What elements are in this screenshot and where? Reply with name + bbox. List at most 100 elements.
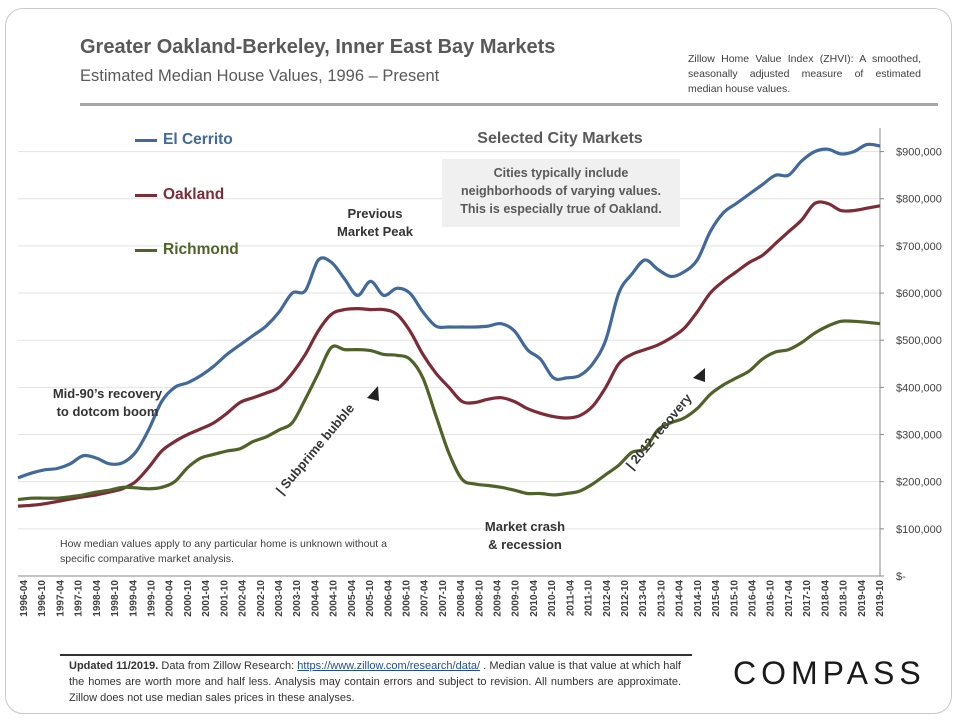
x-axis: 1996-04 1996-10 1997-04 1997-10 1998-04 1998-… (18, 575, 886, 617)
annotation-line: Previous (347, 206, 403, 221)
y-tick-label: $- (896, 571, 906, 583)
x-tick-label: 2007-10 (438, 580, 449, 617)
x-tick-label: 2004-10 (329, 580, 340, 617)
x-tick-label: 2010-04 (529, 580, 540, 617)
annotation-line: Market Peak (337, 224, 413, 239)
x-tick-label: 1997-10 (74, 580, 85, 617)
x-tick-label: 2018-10 (839, 580, 850, 617)
y-tick-label: $200,000 (896, 477, 942, 489)
x-tick-label: 2009-10 (511, 580, 522, 617)
x-tick-label: 2001-10 (219, 580, 230, 617)
x-tick-label: 2002-04 (238, 580, 249, 617)
y-tick-label: $700,000 (896, 241, 942, 253)
annotation-line: & recession (488, 537, 562, 552)
page-title: Greater Oakland-Berkeley, Inner East Bay… (80, 36, 556, 58)
annotation-line: Mid-90’s recovery (52, 386, 163, 401)
x-tick-label: 2011-10 (584, 580, 595, 617)
x-tick-label: 2011-04 (565, 580, 576, 617)
legend-label: El Cerrito (163, 131, 233, 148)
x-tick-label: 2015-04 (711, 580, 722, 617)
x-tick-label: 1999-10 (146, 580, 157, 617)
cities-note-box: Cities typically include neighborhoods o… (442, 159, 680, 227)
y-tick-label: $800,000 (896, 194, 942, 206)
legend-item-el-cerrito: El Cerrito (135, 131, 233, 149)
x-tick-label: 2004-04 (310, 580, 321, 617)
annotation-line: to dotcom boom (56, 404, 159, 419)
slide-frame (5, 8, 952, 714)
y-tick-label: $600,000 (896, 288, 942, 300)
x-tick-label: 2016-04 (748, 580, 759, 617)
crash-annotation: Market crash & recession (470, 518, 580, 554)
x-tick-label: 2010-10 (547, 580, 558, 617)
updated-label: Updated 11/2019. (69, 660, 159, 672)
y-tick-label: $900,000 (896, 147, 942, 159)
subprime-arrow-icon (367, 386, 379, 401)
x-tick-label: 2013-10 (656, 580, 667, 617)
data-from-text: Data from Zillow Research: (158, 660, 298, 672)
x-tick-label: 1998-04 (92, 580, 103, 617)
x-tick-label: 2000-04 (165, 580, 176, 617)
series-line-richmond (17, 319, 881, 502)
x-tick-label: 2017-10 (802, 580, 813, 617)
x-tick-label: 2016-10 (766, 580, 777, 617)
x-tick-label: 2015-10 (729, 580, 740, 617)
x-tick-label: 2012-04 (602, 580, 613, 617)
x-tick-label: 2006-10 (401, 580, 412, 617)
x-tick-label: 2008-04 (456, 580, 467, 617)
header-divider (80, 103, 938, 106)
footnote-text: . Median value is that value at which ha… (69, 660, 681, 704)
selected-markets-heading: Selected City Markets (477, 130, 643, 147)
x-tick-label: 1997-04 (55, 580, 66, 617)
x-tick-label: 2005-04 (347, 580, 358, 617)
mid90s-annotation: Mid-90’s recovery to dotcom boom (35, 385, 180, 421)
source-footnote: Updated 11/2019. Data from Zillow Resear… (69, 658, 681, 706)
x-tick-label: 2007-04 (420, 580, 431, 617)
y-tick-label: $300,000 (896, 430, 942, 442)
compass-logo: COMPASS (733, 655, 926, 691)
x-tick-label: 1999-04 (128, 580, 139, 617)
x-tick-label: 2003-10 (292, 580, 303, 617)
x-tick-label: 2018-04 (820, 580, 831, 617)
legend-item-oakland: Oakland (135, 186, 224, 204)
zhvi-definition-note: Zillow Home Value Index (ZHVI): A smooth… (688, 53, 921, 95)
x-tick-label: 2002-10 (256, 580, 267, 617)
x-tick-label: 2003-04 (274, 580, 285, 617)
y-tick-label: $100,000 (896, 524, 942, 536)
x-tick-label: 2006-04 (383, 580, 394, 617)
x-tick-label: 2005-10 (365, 580, 376, 617)
page-subtitle: Estimated Median House Values, 1996 – Pr… (80, 67, 440, 85)
cities-note-line: Cities typically include (493, 166, 629, 180)
legend-label: Oakland (163, 186, 225, 203)
legend-item-richmond: Richmond (135, 241, 239, 259)
y-axis: $- $100,000 $200,000 $300,000 $400,000 $500,0… (879, 128, 942, 583)
home-value-disclaimer: How median values apply to any particula… (60, 538, 387, 565)
x-tick-label: 1998-10 (110, 580, 121, 617)
recovery-arrow-icon (693, 368, 705, 382)
x-tick-label: 2012-10 (620, 580, 631, 617)
x-tick-label: 1996-10 (37, 580, 48, 617)
previous-peak-annotation: Previous Market Peak (325, 205, 425, 241)
x-tick-label: 2009-04 (493, 580, 504, 617)
series-line-oakland (17, 200, 881, 508)
cities-note-line: This is especially true of Oakland. (460, 202, 662, 216)
x-tick-label: 2019-04 (857, 580, 868, 617)
legend-swatch (135, 193, 157, 197)
x-tick-label: 2000-10 (183, 580, 194, 617)
x-tick-label: 2019-10 (875, 580, 886, 617)
x-tick-label: 2013-04 (638, 580, 649, 617)
zillow-research-link[interactable]: https://www.zillow.com/research/data/ (297, 660, 481, 672)
x-tick-label: 2014-10 (693, 580, 704, 617)
legend-swatch (135, 138, 157, 142)
cities-note-line: neighborhoods of varying values. (460, 184, 662, 198)
x-tick-label: 1996-04 (19, 580, 30, 617)
legend-label: Richmond (163, 241, 239, 258)
series-lines (17, 142, 881, 508)
x-tick-label: 2001-04 (201, 580, 212, 617)
legend-swatch (135, 248, 157, 252)
x-tick-label: 2008-10 (474, 580, 485, 617)
footer-divider (60, 654, 692, 656)
x-tick-label: 2017-04 (784, 580, 795, 617)
y-tick-label: $500,000 (896, 335, 942, 347)
x-tick-label: 2014-04 (675, 580, 686, 617)
